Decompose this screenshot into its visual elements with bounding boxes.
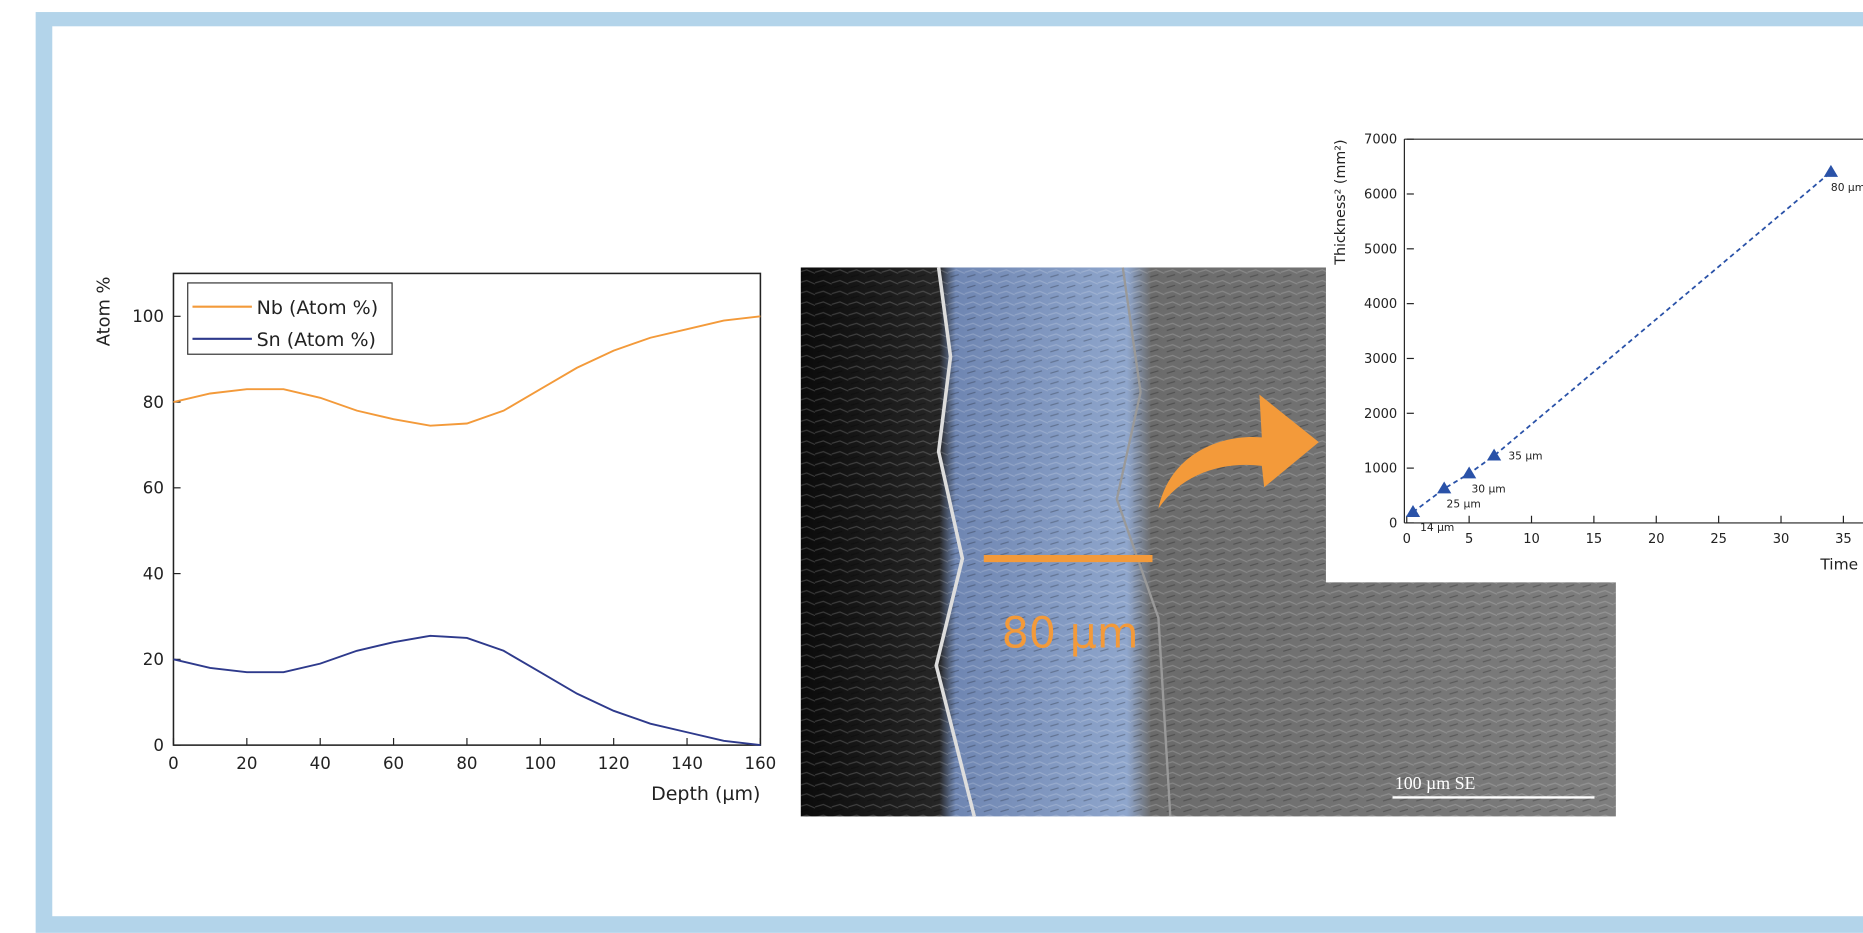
y-tick-label: 60 [143, 479, 164, 498]
legend-frame [187, 282, 393, 355]
y-tick-label: 6000 [1364, 188, 1397, 203]
x-tick-label: 80 [456, 754, 477, 773]
legend-label: Sn (Atom %) [257, 329, 376, 351]
x-tick-label: 20 [236, 754, 257, 773]
y-tick-label: 100 [132, 307, 164, 326]
x-tick-label: 25 [1710, 532, 1727, 547]
chart: 0 1000 2000 3000 4000 5000 6000 7000 0 5 10 15 20 25 3… [1333, 133, 1863, 573]
y-tick-label: 80 [143, 393, 164, 412]
inset-background [1325, 124, 1863, 583]
y-axis-label: Thickness² (mm²) [1333, 140, 1349, 266]
x-tick-label: 0 [168, 754, 179, 773]
x-tick-label: 0 [1403, 532, 1411, 547]
legend-label: Nb (Atom %) [257, 297, 378, 319]
x-tick-label: 160 [745, 754, 777, 773]
arrow [1158, 394, 1319, 509]
x-tick-label: 140 [671, 754, 703, 773]
y-tick-label: 0 [153, 736, 164, 755]
x-tick-label: 120 [598, 754, 630, 773]
x-tick-label: 20 [1648, 532, 1665, 547]
data-point [1437, 481, 1452, 494]
x-axis-label: Depth (µm) [651, 783, 760, 805]
chart: 0 20 40 60 80 100 0 20 40 60 80 100 120 140 160 Atom % D… [93, 272, 777, 805]
x-tick-label: 30 [1773, 532, 1790, 547]
x-tick-label: 35 [1835, 532, 1852, 547]
y-tick-label: 5000 [1364, 242, 1397, 257]
data-point [1823, 164, 1839, 177]
y-axis-label: Atom % [93, 277, 114, 347]
data-line [173, 315, 761, 427]
point-label: 14 µm [1420, 521, 1454, 534]
data-point [1462, 466, 1477, 479]
x-axis-label: Time [1819, 555, 1858, 573]
y-tick-label: 3000 [1364, 352, 1397, 367]
point-label: 25 µm [1447, 498, 1481, 511]
x-tick-label: 40 [310, 754, 331, 773]
x-tick-label: 5 [1465, 532, 1473, 547]
point-label: 80 µm [1831, 181, 1863, 194]
interface-edge [1115, 267, 1172, 817]
y-tick-label: 2000 [1364, 407, 1397, 422]
x-tick-label: 10 [1523, 532, 1540, 547]
y-tick-label: 20 [143, 650, 164, 669]
x-tick-label: 100 [524, 754, 556, 773]
data-point [1405, 505, 1421, 517]
data-point [1486, 448, 1502, 461]
data-line [173, 634, 761, 747]
point-label: 30 µm [1472, 483, 1506, 496]
y-tick-label: 0 [1389, 517, 1397, 532]
interface-edge [934, 267, 977, 817]
x-tick-label: 60 [383, 754, 404, 773]
y-tick-label: 40 [143, 564, 164, 583]
y-tick-label: 1000 [1364, 462, 1397, 477]
y-tick-label: 4000 [1364, 297, 1397, 312]
x-tick-label: 15 [1586, 532, 1603, 547]
thickness-label: 80 µm [1002, 609, 1139, 659]
scale-bar-label: 100 µm SE [1395, 773, 1476, 793]
point-label: 35 µm [1508, 449, 1542, 462]
y-tick-label: 7000 [1364, 133, 1397, 148]
